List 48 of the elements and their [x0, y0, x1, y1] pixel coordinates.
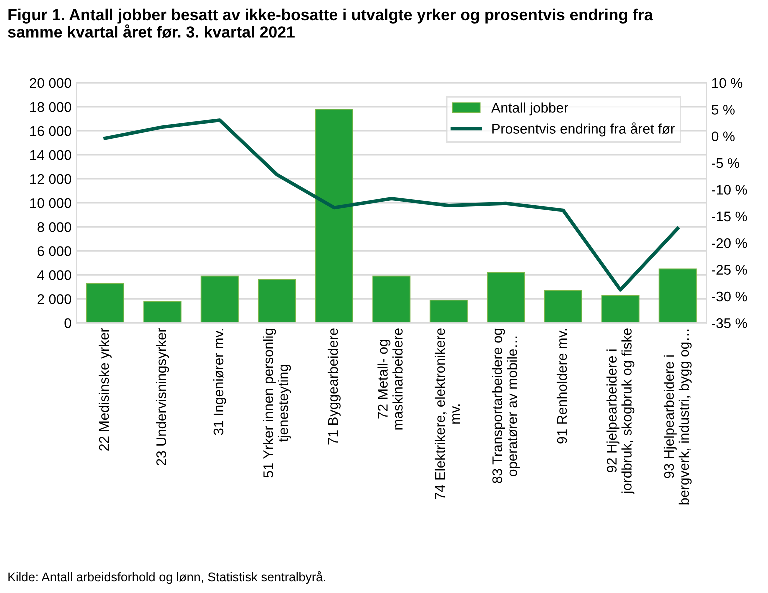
- x-tick-label: 71 Byggearbeidere: [328, 328, 341, 445]
- y2-tick-label: -20 %: [712, 238, 748, 248]
- y-tick-label: 12 000: [30, 174, 72, 184]
- y-tick-label: 0: [64, 318, 72, 328]
- y2-tick-label: -25 %: [712, 265, 748, 275]
- y-tick-label: 18 000: [30, 102, 72, 112]
- line-series: [104, 118, 680, 292]
- x-tick-label: 31 Ingeniører mv.: [213, 329, 226, 436]
- bar: [430, 300, 468, 324]
- bar: [544, 290, 582, 324]
- y-tick-label: 20 000: [30, 78, 72, 88]
- legend-label: Prosentvis endring fra året før: [492, 122, 675, 137]
- y2-tick-label: 0 %: [712, 132, 735, 142]
- bar: [258, 280, 296, 324]
- y2-tick-label: -30 %: [712, 292, 748, 302]
- y-tick-label: 16 000: [30, 126, 72, 136]
- x-tick-label: 51 Yrker innen personlig tjenesteyting: [263, 328, 292, 478]
- bar: [602, 295, 640, 324]
- x-tick-label: 22 Medisinske yrker: [98, 328, 112, 451]
- text: Kilde: Antall arbeidsforhold og lønn, Statistisk sentralbyrå.: [8, 571, 326, 584]
- y-tick-label: 6 000: [38, 246, 72, 256]
- bar: [144, 301, 182, 324]
- x-tick-label: 93 Hjelpearbeidere i bergverk, industri, bygg og…: [664, 330, 692, 505]
- bar: [315, 109, 354, 324]
- y-tick-label: 8 000: [38, 222, 72, 232]
- y2-tick-label: -10 %: [712, 185, 748, 195]
- y2-tick-label: 10 %: [712, 78, 743, 88]
- y2-tick-label: 5 %: [712, 105, 735, 115]
- y2-tick-label: -5 %: [712, 158, 740, 168]
- bar: [86, 283, 124, 324]
- y-tick-label: 2 000: [38, 294, 72, 304]
- x-tick-label: 92 Hjelpearbeidere i jordbruk, skogbruk og fiske: [606, 328, 635, 494]
- bar: [372, 276, 411, 324]
- bar: [200, 276, 239, 324]
- x-tick-label: 23 Undervisningsyrker: [156, 328, 170, 466]
- y-tick-label: 10 000: [30, 198, 72, 208]
- bar: [487, 272, 526, 324]
- y2-tick-label: -15 %: [712, 212, 748, 222]
- bar: [658, 268, 697, 324]
- legend-label: Antall jobber: [491, 102, 568, 116]
- x-tick-label: 83 Transportarbeidere og operatører av mobile…: [492, 328, 520, 484]
- chart-title: Figur 1. Antall jobber besatt av ikke-bosatte i utvalgte yrker og prosentvis endring fra samme kvartal året før. 3. kvartal 2021: [8, 8, 654, 38]
- x-tick-label: 72 Metall- og maskinarbeidere: [378, 328, 403, 430]
- y-tick-label: 4 000: [38, 270, 72, 280]
- x-tick-label: 74 Elektrikere, elektronikere mv.: [434, 328, 460, 500]
- x-tick-label: 91 Renholdere mv.: [556, 329, 568, 444]
- y-tick-label: 14 000: [30, 150, 72, 160]
- y2-tick-label: -35 %: [712, 318, 748, 328]
